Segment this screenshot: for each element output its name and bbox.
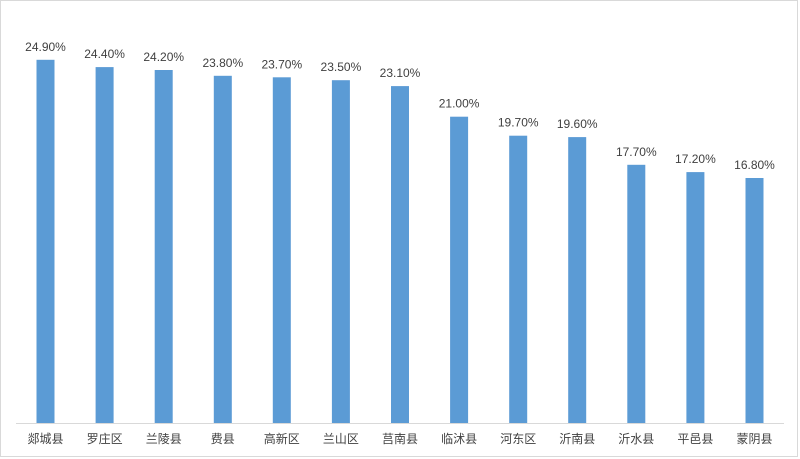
bar-6	[331, 80, 350, 423]
bar-10	[568, 137, 587, 423]
category-label-7: 莒南县	[382, 431, 418, 446]
category-label-10: 沂南县	[559, 431, 595, 446]
bar-1	[36, 59, 55, 424]
data-label-13: 16.80%	[734, 158, 775, 172]
bar-5	[272, 77, 291, 424]
data-label-9: 19.70%	[498, 116, 539, 130]
bar-7	[391, 86, 409, 423]
bar-4	[213, 75, 232, 424]
category-label-8: 临沭县	[441, 432, 477, 446]
data-label-10: 19.60%	[557, 117, 598, 131]
data-label-5: 23.70%	[261, 57, 302, 71]
category-label-4: 费县	[211, 432, 235, 446]
category-label-3: 兰陵县	[146, 432, 182, 446]
bar-8	[450, 116, 469, 423]
data-label-1: 24.90%	[25, 40, 66, 54]
data-label-11: 17.70%	[616, 145, 657, 159]
bar-3	[154, 70, 173, 423]
category-label-9: 河东区	[500, 432, 536, 446]
category-label-6: 兰山区	[323, 432, 359, 446]
bar-12	[686, 172, 705, 423]
category-label-1: 郯城县	[27, 432, 63, 446]
data-label-3: 24.20%	[143, 50, 184, 64]
category-label-13: 蒙阴县	[736, 432, 772, 446]
data-label-7: 23.10%	[380, 66, 421, 80]
category-label-11: 沂水县	[618, 432, 654, 446]
bar-9	[509, 135, 528, 423]
data-label-2: 24.40%	[84, 47, 125, 61]
bar-2	[95, 67, 114, 423]
data-label-12: 17.20%	[675, 152, 716, 166]
bar-13	[745, 178, 764, 423]
data-label-6: 23.50%	[321, 60, 362, 74]
category-label-5: 高新区	[264, 431, 300, 446]
category-label-2: 罗庄区	[87, 431, 123, 446]
category-label-12: 平邑县	[677, 432, 713, 446]
data-label-8: 21.00%	[439, 97, 480, 111]
bar-11	[627, 164, 646, 424]
data-label-4: 23.80%	[202, 56, 243, 70]
